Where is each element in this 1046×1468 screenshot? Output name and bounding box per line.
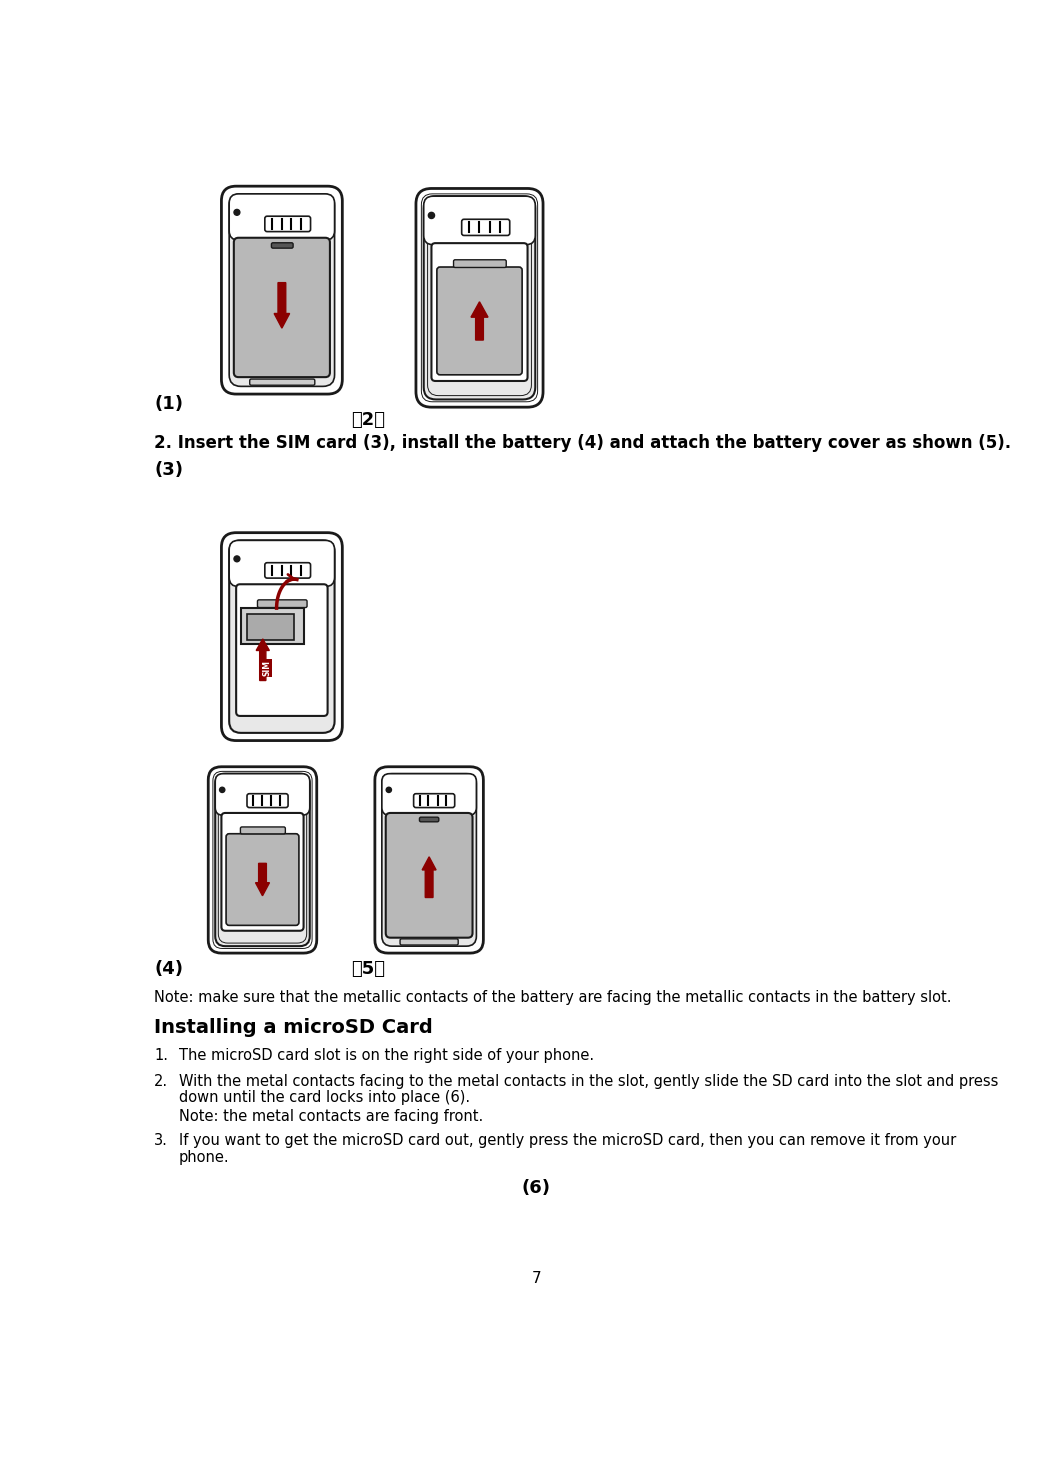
FancyBboxPatch shape [454,260,506,267]
Circle shape [234,210,240,216]
Polygon shape [471,302,488,341]
Polygon shape [256,639,270,681]
Bar [241,608,303,644]
Text: (4): (4) [154,960,183,978]
Text: Note: make sure that the metallic contacts of the battery are facing the metalli: Note: make sure that the metallic contac… [154,989,952,1004]
Text: 3.: 3. [154,1133,167,1148]
FancyBboxPatch shape [400,940,458,945]
FancyBboxPatch shape [437,267,522,374]
Text: (6): (6) [522,1179,550,1196]
Polygon shape [423,857,436,897]
FancyBboxPatch shape [265,216,311,232]
FancyBboxPatch shape [461,219,509,235]
FancyBboxPatch shape [208,766,317,953]
Text: If you want to get the microSD card out, gently press the microSD card, then you: If you want to get the microSD card out,… [179,1133,956,1148]
Text: (1): (1) [154,395,183,414]
FancyBboxPatch shape [382,774,476,815]
Text: 2. Insert the SIM card (3), install the battery (4) and attach the battery cover: 2. Insert the SIM card (3), install the … [154,435,1011,452]
FancyBboxPatch shape [234,238,329,377]
Text: (3): (3) [154,461,183,479]
FancyBboxPatch shape [257,600,308,608]
Text: SIM: SIM [263,661,271,677]
FancyBboxPatch shape [229,194,335,386]
Text: 7: 7 [531,1271,541,1286]
Text: With the metal contacts facing to the metal contacts in the slot, gently slide t: With the metal contacts facing to the me… [179,1073,998,1089]
Text: （2）: （2） [350,411,385,429]
FancyBboxPatch shape [229,194,335,241]
Text: （5）: （5） [351,960,386,978]
FancyBboxPatch shape [382,774,476,947]
FancyBboxPatch shape [424,197,536,245]
Circle shape [429,213,434,219]
FancyBboxPatch shape [215,774,310,815]
FancyBboxPatch shape [229,540,335,733]
Bar [247,614,294,640]
Text: Note: the metal contacts are facing front.: Note: the metal contacts are facing fron… [179,1110,483,1124]
FancyBboxPatch shape [222,533,342,740]
FancyBboxPatch shape [215,774,310,947]
Text: The microSD card slot is on the right side of your phone.: The microSD card slot is on the right si… [179,1048,594,1063]
Text: 1.: 1. [154,1048,168,1063]
Text: down until the card locks into place (6).: down until the card locks into place (6)… [179,1091,470,1105]
Polygon shape [274,283,290,329]
FancyBboxPatch shape [236,584,327,716]
FancyBboxPatch shape [386,813,473,938]
FancyBboxPatch shape [424,197,536,399]
FancyBboxPatch shape [416,188,543,407]
Text: Installing a microSD Card: Installing a microSD Card [154,1019,433,1038]
FancyBboxPatch shape [419,818,439,822]
Circle shape [386,787,391,793]
Polygon shape [255,863,270,895]
Circle shape [234,556,240,562]
FancyBboxPatch shape [413,794,455,807]
FancyBboxPatch shape [374,766,483,953]
FancyBboxPatch shape [431,244,527,382]
FancyBboxPatch shape [241,826,286,834]
FancyBboxPatch shape [250,379,315,385]
FancyBboxPatch shape [226,834,299,925]
Text: 2.: 2. [154,1073,168,1089]
FancyBboxPatch shape [222,813,303,931]
FancyBboxPatch shape [247,794,288,807]
Text: phone.: phone. [179,1149,229,1164]
FancyBboxPatch shape [222,186,342,393]
FancyBboxPatch shape [271,242,293,248]
FancyBboxPatch shape [265,562,311,578]
Circle shape [220,787,225,793]
FancyBboxPatch shape [229,540,335,587]
